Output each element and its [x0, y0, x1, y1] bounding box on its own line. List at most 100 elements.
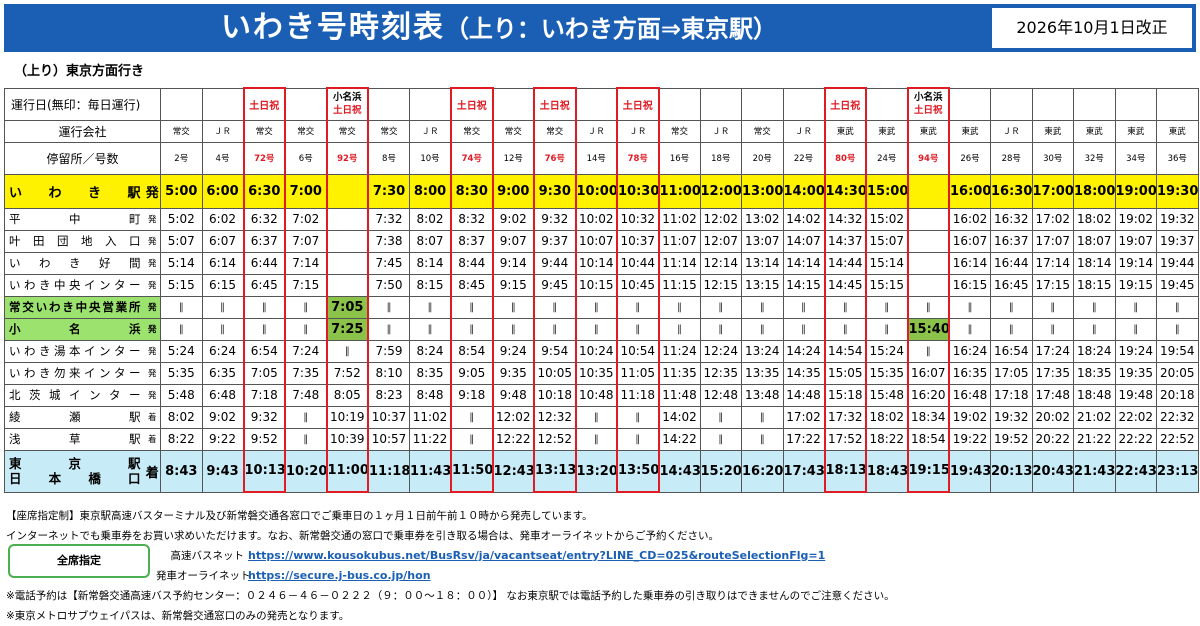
bus-number-cell: 28号: [990, 141, 1033, 175]
time-cell: ‖: [948, 317, 991, 341]
time-cell: 17:15: [1031, 273, 1074, 297]
timetable: 運行日(無印：毎日運行) 土日祝 小名浜 土日祝 土日祝 土日祝 土日祝 土日祝 小名浜 土日祝運…: [4, 87, 1199, 493]
operating-day-cell: 土日祝: [616, 87, 660, 121]
bus-number-cell: 18号: [699, 141, 742, 175]
operator-cell: ＪＲ: [699, 119, 742, 143]
operating-day-cell: 土日祝: [450, 87, 494, 121]
time-cell: 10:19: [325, 405, 369, 429]
time-cell: 13:07: [741, 229, 784, 253]
stop-row: いわき駅発 5:00 6:00 6:30 7:00 7:30 8:00 8:30 9:00 9:3…: [4, 173, 1199, 209]
time-cell: ‖: [160, 317, 203, 341]
bus-number-cell: 26号: [948, 141, 991, 175]
bus-number-cell: 36号: [1156, 141, 1199, 175]
time-cell: 11:07: [658, 229, 701, 253]
kosoku-bus-link[interactable]: https://www.kousokubus.net/BusRsv/ja/vac…: [248, 549, 826, 562]
stop-row: いわき湯本インター発 5:24 6:24 6:54 7:24 ‖ 7:59 8:24 8:54 9…: [4, 339, 1199, 363]
bus-number-cell: 2号: [160, 141, 203, 175]
dep-arr-mark: 着: [144, 427, 161, 451]
time-cell: 10:05: [533, 361, 577, 385]
time-cell: ‖: [616, 317, 660, 341]
time-cell: ‖: [575, 405, 618, 429]
time-cell: 7:24: [284, 339, 327, 363]
stop-row: 叶田団地入口発 5:07 6:07 6:37 7:07 7:38 8:07 8:37 9:07 9…: [4, 229, 1199, 253]
time-cell: 16:37: [990, 229, 1033, 253]
time-cell: 16:07: [906, 361, 950, 385]
time-cell: ‖: [450, 405, 494, 429]
time-cell: 7:52: [325, 361, 369, 385]
special-day-name: 土日祝: [332, 105, 362, 117]
time-cell: 8:48: [409, 383, 452, 407]
special-route-name: 小名浜: [332, 92, 362, 104]
time-cell: 11:18: [616, 383, 660, 407]
time-cell: 17:05: [990, 361, 1033, 385]
bus-number-cell: 4号: [201, 141, 244, 175]
title-text: いわき号時刻表: [220, 10, 445, 45]
time-cell: 9:44: [533, 251, 577, 275]
time-cell: 21:02: [1073, 405, 1116, 429]
time-cell: 8:45: [450, 273, 494, 297]
operator-cell: 常交: [160, 119, 203, 143]
header-operator-row: 運行会社 常交 ＪＲ 常交 常交 常交 常交 ＪＲ 常交 常交 常交 ＪＲ ＪＲ 常交 ＪＲ 常交 ＪＲ 東武 東武…: [4, 119, 1199, 143]
time-cell: 17:02: [782, 405, 825, 429]
bus-number-cell: 94号: [906, 141, 950, 175]
time-cell: 6:44: [242, 251, 286, 275]
time-cell: 12:14: [699, 251, 742, 275]
jbus-link[interactable]: https://secure.j-bus.co.jp/hon: [248, 569, 431, 582]
bus-number-cell: 72号: [242, 141, 286, 175]
time-cell: 10:45: [616, 273, 660, 297]
time-cell: 5:35: [160, 361, 203, 385]
bus-number-cell: 78号: [616, 141, 660, 175]
stop-name-line: 綾瀬駅: [9, 410, 141, 424]
time-cell: 18:34: [906, 405, 950, 429]
time-cell: ‖: [160, 295, 203, 319]
time-cell: 19:07: [1114, 229, 1157, 253]
operating-day-cell: [160, 87, 203, 121]
operator-cell: 常交: [450, 119, 494, 143]
time-cell: 13:15: [741, 273, 784, 297]
time-cell: ‖: [284, 317, 327, 341]
time-cell: ‖: [409, 317, 452, 341]
time-cell: 16:00: [948, 173, 991, 209]
stop-name: いわき好間: [4, 251, 145, 275]
time-cell: 16:14: [948, 251, 991, 275]
bus-number-cell: 14号: [575, 141, 618, 175]
stop-name: 浅草駅: [4, 427, 145, 451]
time-cell: 15:14: [865, 251, 908, 275]
operator-cell: ＪＲ: [575, 119, 618, 143]
time-cell: 13:50: [616, 449, 660, 493]
time-cell: 17:07: [1031, 229, 1074, 253]
time-cell: 5:14: [160, 251, 203, 275]
time-cell: 18:54: [906, 427, 950, 451]
time-cell: ‖: [616, 427, 660, 451]
time-cell: 13:13: [533, 449, 577, 493]
stop-row: いわき中央インター発 5:15 6:15 6:45 7:15 7:50 8:15 8:45 9:…: [4, 273, 1199, 297]
operating-day-cell: 小名浜 土日祝: [906, 87, 950, 121]
time-cell: 8:44: [450, 251, 494, 275]
time-cell: 15:00: [865, 173, 908, 209]
stop-row: 浅草駅着 8:22 9:22 9:52 ‖ 10:39 10:57 11:22 ‖ 12:22 12…: [4, 427, 1199, 451]
time-cell: 16:35: [948, 361, 991, 385]
time-cell: 15:15: [865, 273, 908, 297]
time-cell: ‖: [242, 295, 286, 319]
operating-day-cell: [492, 87, 535, 121]
time-cell: 14:54: [823, 339, 867, 363]
time-cell: 18:43: [865, 449, 908, 493]
operating-day-cell: [782, 87, 825, 121]
time-cell: 19:44: [1156, 251, 1199, 275]
dep-arr-mark: 発: [144, 273, 161, 297]
time-cell: 5:24: [160, 339, 203, 363]
time-cell: 12:00: [699, 173, 742, 209]
operating-day-cell: [1031, 87, 1074, 121]
time-cell: 7:48: [284, 383, 327, 407]
operator-cell: 東武: [948, 119, 991, 143]
operating-day-cell: [201, 87, 244, 121]
time-cell: 14:37: [823, 229, 867, 253]
time-cell: 14:24: [782, 339, 825, 363]
stop-name-line: 平中町: [9, 212, 141, 226]
time-cell: 12:02: [492, 405, 535, 429]
operator-cell: ＪＲ: [990, 119, 1033, 143]
time-cell: 8:43: [160, 449, 203, 493]
time-cell: 11:35: [658, 361, 701, 385]
time-cell: 11:15: [658, 273, 701, 297]
operating-day-label: 運行日(無印：毎日運行): [4, 87, 161, 121]
